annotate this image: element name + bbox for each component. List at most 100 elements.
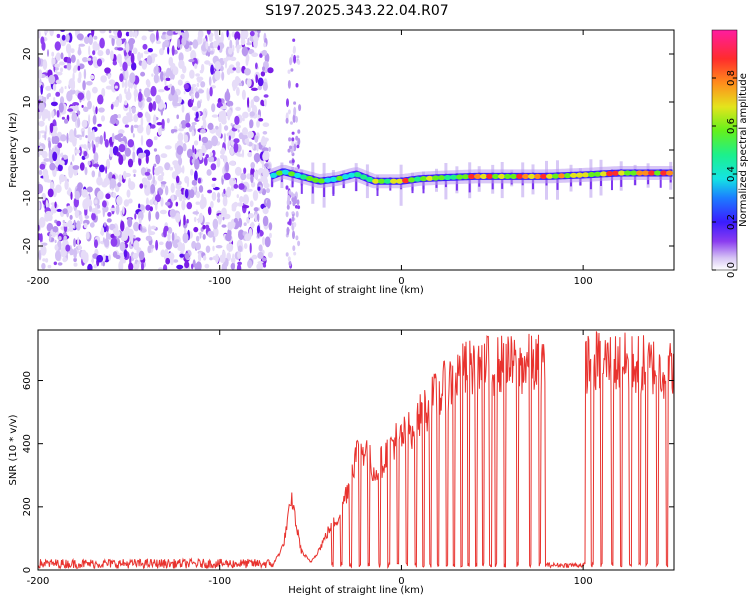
noise-speckle xyxy=(179,123,182,128)
noise-speckle xyxy=(81,155,86,160)
noise-speckle xyxy=(220,65,224,72)
noise-speckle xyxy=(74,149,81,154)
noise-speckle xyxy=(197,89,205,94)
noise-speckle xyxy=(127,118,134,122)
noise-speckle xyxy=(225,233,232,242)
noise-speckle xyxy=(292,200,296,207)
signal-blob xyxy=(582,172,590,178)
noise-speckle xyxy=(236,263,242,270)
noise-speckle xyxy=(257,213,260,222)
noise-speckle xyxy=(132,169,137,174)
noise-speckle xyxy=(85,231,90,240)
noise-speckle xyxy=(230,263,235,270)
noise-speckle xyxy=(92,105,95,113)
noise-speckle xyxy=(256,225,261,234)
noise-speckle xyxy=(139,88,142,93)
noise-speckle xyxy=(166,30,174,36)
noise-speckle xyxy=(105,193,111,200)
noise-speckle xyxy=(124,68,129,80)
noise-speckle xyxy=(52,188,57,198)
noise-speckle xyxy=(42,258,46,262)
noise-speckle xyxy=(292,48,296,54)
noise-speckle xyxy=(237,245,243,253)
noise-speckle xyxy=(94,199,98,204)
noise-speckle xyxy=(96,58,103,67)
noise-speckle xyxy=(164,75,167,86)
signal-blob xyxy=(648,170,656,176)
signal-blob xyxy=(312,177,320,183)
noise-speckle xyxy=(155,211,160,220)
noise-speckle xyxy=(115,204,120,215)
noise-speckle xyxy=(207,189,213,194)
noise-speckle xyxy=(81,119,88,128)
signal-blob xyxy=(348,172,356,178)
spectrogram-x-tick-label: -200 xyxy=(27,276,50,287)
noise-speckle xyxy=(235,61,241,67)
noise-speckle xyxy=(233,142,239,154)
spectrogram-y-ticks: -20 -10 0 10 20 xyxy=(22,48,674,254)
noise-speckle xyxy=(43,96,47,103)
noise-speckle xyxy=(158,187,164,196)
noise-speckle xyxy=(176,145,184,155)
noise-speckle xyxy=(78,146,82,157)
noise-speckle xyxy=(117,47,124,51)
noise-speckle xyxy=(295,235,299,241)
noise-speckle xyxy=(194,262,201,270)
snr-y-tick-label: 0 xyxy=(22,567,33,573)
noise-speckle xyxy=(263,176,268,188)
noise-speckle xyxy=(191,106,199,111)
noise-speckle xyxy=(285,117,289,124)
noise-speckle xyxy=(237,202,244,207)
noise-speckle xyxy=(206,169,212,176)
noise-speckle xyxy=(92,56,98,63)
noise-speckle xyxy=(49,122,54,134)
noise-speckle xyxy=(257,261,264,264)
noise-speckle xyxy=(236,44,240,54)
noise-speckle xyxy=(177,132,184,142)
signal-blob xyxy=(276,170,284,176)
noise-speckle xyxy=(100,226,105,236)
noise-speckle xyxy=(124,87,127,95)
noise-speckle xyxy=(74,190,81,200)
noise-speckle xyxy=(220,106,228,110)
noise-speckle xyxy=(191,84,197,88)
noise-speckle xyxy=(95,141,99,148)
noise-speckle xyxy=(291,197,295,202)
noise-speckle xyxy=(91,30,95,37)
noise-speckle xyxy=(109,146,113,158)
noise-speckle xyxy=(233,183,239,189)
noise-speckle xyxy=(210,163,217,171)
signal-blob xyxy=(474,173,482,179)
snr-x-label: Height of straight line (km) xyxy=(288,585,424,596)
noise-speckle xyxy=(148,224,151,234)
noise-speckle xyxy=(250,181,256,188)
noise-speckle xyxy=(146,186,150,191)
noise-speckle xyxy=(150,184,156,194)
noise-speckle xyxy=(116,37,122,47)
noise-speckle xyxy=(174,165,180,170)
noise-speckle xyxy=(105,48,111,56)
noise-speckle xyxy=(87,100,92,110)
noise-speckle xyxy=(249,119,254,129)
noise-speckle xyxy=(186,177,189,188)
signal-blob xyxy=(354,172,362,178)
noise-speckle xyxy=(212,40,219,49)
noise-speckle xyxy=(74,105,79,112)
noise-speckle xyxy=(131,106,136,114)
noise-speckle xyxy=(138,217,142,225)
noise-speckle xyxy=(92,129,95,136)
noise-speckle xyxy=(184,252,190,260)
noise-speckle xyxy=(92,115,97,125)
noise-speckle xyxy=(261,160,265,169)
noise-speckle xyxy=(124,100,128,106)
noise-speckle xyxy=(60,246,67,258)
noise-speckle xyxy=(112,60,118,66)
noise-speckle xyxy=(186,148,193,159)
noise-speckle xyxy=(69,214,73,220)
noise-speckle xyxy=(70,81,76,91)
noise-speckle xyxy=(286,226,290,236)
snr-y-tick-label: 400 xyxy=(22,434,33,453)
signal-blob xyxy=(390,178,398,184)
noise-speckle xyxy=(38,95,43,100)
noise-speckle xyxy=(209,86,213,97)
